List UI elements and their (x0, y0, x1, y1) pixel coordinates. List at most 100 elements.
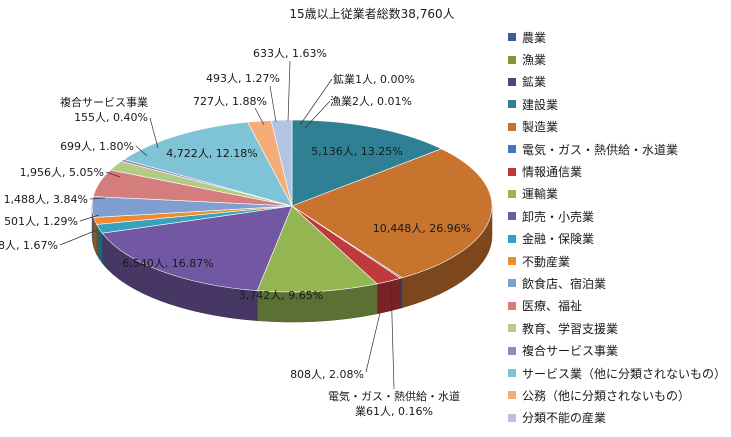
data-label: 電気・ガス・熱供給・水道業61人, 0.16% (328, 389, 460, 418)
legend-label: 複合サービス事業 (522, 344, 619, 359)
data-label: 493人, 1.27% (206, 72, 280, 85)
data-label: 501人, 1.29% (4, 215, 78, 228)
leader-line (89, 197, 106, 200)
legend-swatch (508, 189, 516, 198)
legend-label: 分類不能の産業 (522, 411, 607, 426)
legend-item: 卸売・小売業 (508, 205, 730, 227)
legend-swatch (508, 212, 516, 221)
leader-line (390, 281, 395, 390)
legend-item: 鉱業 (508, 71, 730, 93)
legend-label: 飲食店、宿泊業 (522, 276, 607, 291)
data-label: 6,540人, 16.87% (122, 257, 213, 270)
legend-swatch (508, 324, 516, 333)
legend-label: 卸売・小売業 (522, 209, 595, 224)
legend-label: 不動産業 (522, 254, 571, 269)
slice (291, 119, 443, 207)
data-labels: 漁業2人, 0.01% 鉱業1人, 0.00% 5,136人, 13.25% 10,4… (0, 47, 471, 418)
leader-line (135, 145, 148, 157)
legend-swatch (508, 55, 516, 64)
legend-swatch (508, 413, 516, 422)
legend-item: 運輸業 (508, 183, 730, 205)
legend-label: 建設業 (522, 97, 559, 112)
legend-item: 公務（他に分類されないもの） (508, 384, 730, 406)
data-label: 3,742人, 9.65% (239, 289, 323, 302)
legend-item: 教育、学習支援業 (508, 317, 730, 339)
data-label: 4,722人, 12.18% (166, 147, 257, 160)
data-label: 漁業2人, 0.01% (330, 94, 412, 108)
leader-line (59, 229, 98, 246)
legend-label: 金融・保険業 (522, 232, 595, 247)
leader-line (79, 214, 100, 222)
slice-side (376, 277, 401, 315)
data-label: 10,448人, 26.96% (373, 222, 471, 235)
legend-label: 農業 (522, 30, 547, 45)
legend-label: 運輸業 (522, 187, 559, 202)
pie-depth (91, 205, 493, 323)
legend-swatch (508, 77, 516, 86)
legend-item: 情報通信業 (508, 160, 730, 182)
data-label: 1,956人, 5.05% (20, 166, 104, 179)
data-label: 鉱業1人, 0.00% (333, 72, 415, 86)
data-label: 5,136人, 13.25% (311, 145, 402, 158)
legend-label: 医療、福祉 (522, 299, 583, 314)
legend-item: 電気・ガス・熱供給・水道業 (508, 138, 730, 160)
legend-swatch (508, 100, 516, 109)
slice-side (400, 277, 403, 309)
legend-label: 公務（他に分類されないもの） (522, 388, 691, 403)
legend-item: 漁業 (508, 48, 730, 70)
slice (256, 205, 378, 293)
slice (270, 119, 293, 207)
data-label: 808人, 2.08% (290, 368, 364, 381)
legend-swatch (508, 346, 516, 355)
leader-lines (59, 60, 395, 390)
legend-label: 情報通信業 (522, 165, 583, 180)
slice (123, 121, 293, 207)
legend-swatch (508, 369, 516, 378)
legend-swatch (508, 234, 516, 243)
legend-swatch (508, 167, 516, 176)
leader-line (299, 78, 333, 126)
data-label: 699人, 1.80% (60, 140, 134, 153)
legend-swatch (508, 279, 516, 288)
legend-label: 漁業 (522, 53, 547, 68)
legend-swatch (508, 391, 516, 400)
legend-item: 医療、福祉 (508, 295, 730, 317)
legend-item: 金融・保険業 (508, 228, 730, 250)
leader-line (287, 60, 291, 122)
data-label: 727人, 1.88% (193, 95, 267, 108)
data-label: 633人, 1.63% (253, 47, 327, 60)
chart-title: 15歳以上従業者総数38,760人 (289, 6, 454, 21)
legend-swatch (508, 301, 516, 310)
legend-item: 製造業 (508, 116, 730, 138)
data-label: 複合サービス事業 155人, 0.40% (60, 95, 148, 124)
legend-swatch (508, 145, 516, 154)
legend-item: 分類不能の産業 (508, 407, 730, 429)
legend-item: 飲食店、宿泊業 (508, 272, 730, 294)
leader-line (365, 312, 381, 373)
legend-item: 農業 (508, 26, 730, 48)
legend-label: 鉱業 (522, 75, 547, 90)
legend-label: 製造業 (522, 120, 559, 135)
leader-line (105, 171, 121, 178)
legend-swatch (508, 33, 516, 42)
pie-slices (91, 119, 493, 293)
legend-item: 不動産業 (508, 250, 730, 272)
legend-swatch (508, 257, 516, 266)
legend: 農業漁業鉱業建設業製造業電気・ガス・熱供給・水道業 情報通信業運輸業卸売・小売業金… (508, 26, 730, 429)
legend-label: サービス業（他に分類されないもの） (522, 366, 727, 381)
leader-line (149, 117, 159, 149)
legend-label: 教育、学習支援業 (522, 321, 619, 336)
slice (291, 148, 493, 279)
leader-line (254, 107, 265, 126)
data-label: 648人, 1.67% (0, 239, 58, 252)
leader-line (304, 100, 331, 129)
legend-label: 電気・ガス・熱供給・水道業 (522, 142, 679, 157)
data-label: 1,488人, 3.84% (4, 193, 88, 206)
leader-line (269, 85, 277, 123)
slice (101, 205, 293, 292)
legend-item: 複合サービス事業 (508, 339, 730, 361)
legend-item: 建設業 (508, 93, 730, 115)
legend-item: サービス業（他に分類されないもの） (508, 362, 730, 384)
legend-swatch (508, 122, 516, 131)
